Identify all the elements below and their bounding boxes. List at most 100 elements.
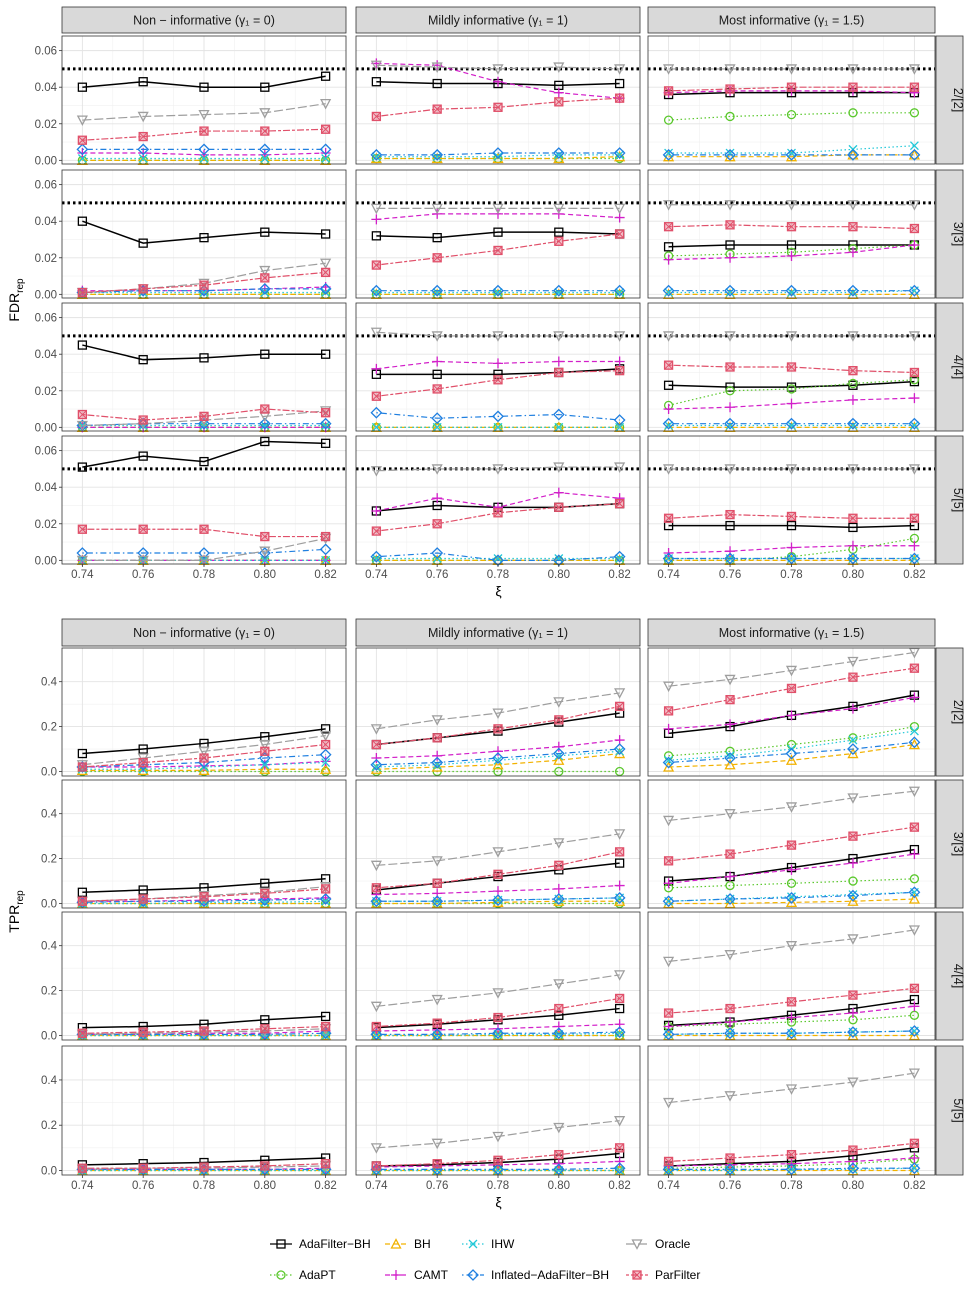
data-point xyxy=(371,288,381,297)
data-point xyxy=(786,542,797,553)
data-point xyxy=(785,802,798,813)
data-point xyxy=(909,87,920,98)
data-point xyxy=(615,150,625,160)
series-line xyxy=(668,1158,915,1169)
data-point xyxy=(848,421,858,430)
data-point xyxy=(908,200,920,211)
series-adafilter-bh xyxy=(663,520,920,533)
series-line xyxy=(376,862,620,891)
fdr-panel: Non − informative (γ₁ = 0) Mildly informa… xyxy=(6,6,965,599)
data-point xyxy=(615,288,625,297)
data-point xyxy=(493,724,503,734)
data-point xyxy=(493,152,503,162)
y-tick-label: 0.4 xyxy=(41,677,58,689)
data-point xyxy=(553,1021,564,1032)
data-point xyxy=(258,547,271,559)
data-point xyxy=(785,1027,798,1040)
data-point xyxy=(724,897,736,909)
data-point xyxy=(260,760,270,770)
data-point xyxy=(76,420,88,432)
data-point xyxy=(663,222,674,232)
data-point xyxy=(848,288,858,297)
legend-key-marker xyxy=(390,1238,402,1249)
panel-border xyxy=(355,911,641,1041)
series-line xyxy=(376,368,620,376)
y-tick-label: 0.02 xyxy=(35,519,57,531)
data-point xyxy=(493,766,503,777)
data-point xyxy=(662,552,675,565)
data-point xyxy=(138,154,148,163)
legend-item: Inflated−AdaFilter−BH xyxy=(462,1268,609,1282)
data-point xyxy=(613,284,626,297)
data-point xyxy=(724,674,736,686)
series-adafilter-bh xyxy=(77,1011,331,1033)
series-inflated-adafilter-bh xyxy=(662,1025,921,1041)
data-point xyxy=(554,554,564,563)
data-point xyxy=(371,77,382,87)
data-point xyxy=(848,1145,858,1155)
series-line xyxy=(376,152,620,156)
data-point xyxy=(724,758,736,770)
series-oracle xyxy=(370,327,626,342)
data-point xyxy=(909,726,919,736)
series-inflated-adafilter-bh xyxy=(662,417,921,430)
data-point xyxy=(908,786,920,798)
row-strip-label: 3/[3] xyxy=(951,832,965,856)
data-point xyxy=(320,267,331,278)
data-point xyxy=(725,546,736,557)
data-point xyxy=(554,1149,564,1160)
series-oracle xyxy=(663,331,920,342)
x-axis-title: ξ xyxy=(495,1194,501,1210)
data-point xyxy=(370,466,382,477)
data-point xyxy=(662,1163,675,1176)
column-strip-label: Non − informative (γ₁ = 0) xyxy=(133,14,275,28)
series-inflated-adafilter-bh xyxy=(76,143,332,156)
data-point xyxy=(614,462,626,473)
data-point xyxy=(321,758,331,767)
data-point xyxy=(615,746,625,756)
data-point xyxy=(786,864,797,875)
data-point xyxy=(137,547,150,559)
facet-panel: 0.00 0.02 0.04 0.06 xyxy=(35,35,347,167)
series-inflated-adafilter-bh xyxy=(370,891,626,908)
x-tick-label: 0.76 xyxy=(426,1180,448,1192)
series-parfilter xyxy=(77,124,331,145)
data-point xyxy=(320,71,331,81)
y-tick-label: 0.00 xyxy=(35,555,57,567)
data-point xyxy=(725,362,735,372)
data-point xyxy=(431,895,444,908)
data-point xyxy=(614,1116,626,1127)
panel-border xyxy=(61,779,347,909)
data-point xyxy=(909,367,920,378)
legend-label: CAMT xyxy=(414,1268,449,1282)
data-point xyxy=(663,200,675,211)
column-strip xyxy=(61,6,347,34)
data-point xyxy=(908,417,921,430)
data-point xyxy=(198,143,210,156)
data-point xyxy=(432,356,443,367)
data-point xyxy=(663,404,674,415)
data-point xyxy=(785,284,798,297)
data-point xyxy=(664,148,674,158)
data-point xyxy=(138,757,148,768)
series-camt xyxy=(663,1001,920,1032)
data-point xyxy=(431,1028,444,1041)
series-parfilter xyxy=(77,1021,331,1038)
data-point xyxy=(785,331,798,342)
x-tick-label: 0.76 xyxy=(426,569,448,581)
x-tick-label: 0.78 xyxy=(487,569,509,581)
series-inflated-adafilter-bh xyxy=(370,406,626,426)
data-point xyxy=(554,288,564,297)
data-point xyxy=(908,893,920,904)
series-line xyxy=(82,728,326,755)
series-line xyxy=(82,1028,326,1035)
data-point xyxy=(725,1003,735,1014)
data-point xyxy=(370,724,382,735)
data-point xyxy=(321,421,331,430)
legend-key-marker xyxy=(632,1270,642,1280)
series-line xyxy=(82,344,326,361)
series-parfilter xyxy=(371,499,625,536)
data-point xyxy=(431,1138,443,1150)
series-line xyxy=(668,1167,915,1170)
data-point xyxy=(724,752,736,764)
